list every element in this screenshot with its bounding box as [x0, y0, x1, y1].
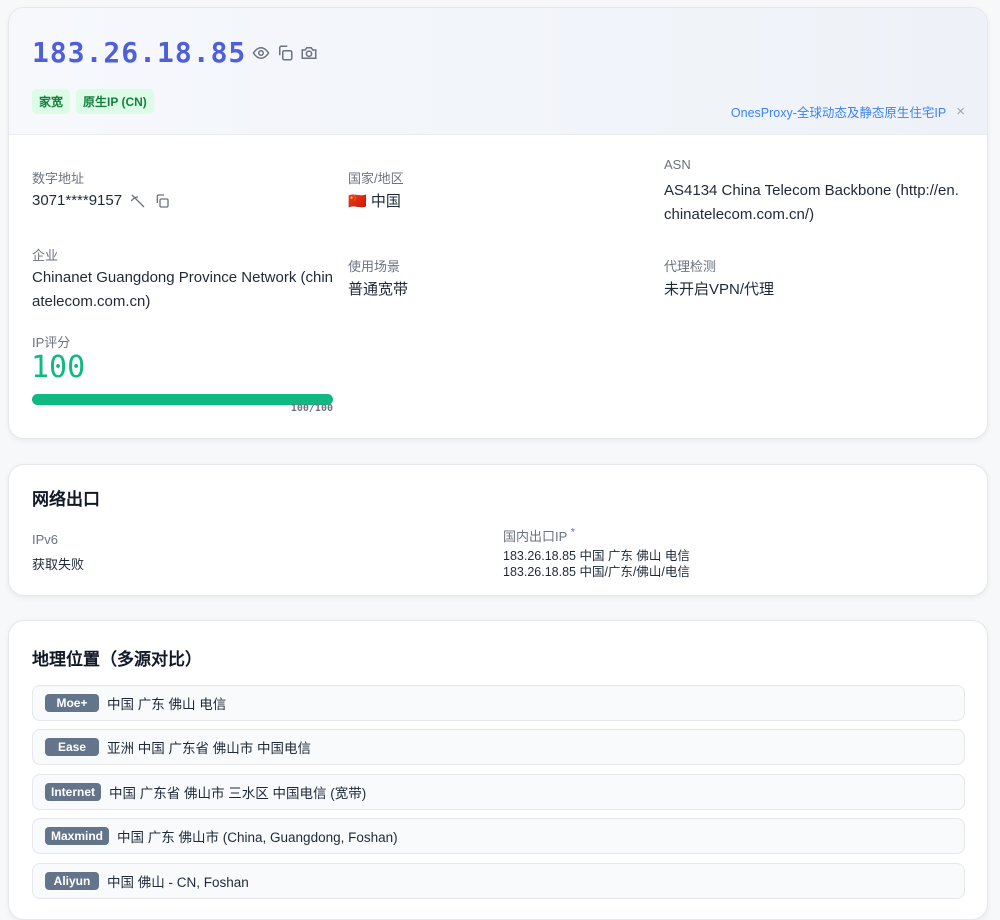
score-bar-fill	[32, 394, 333, 405]
tag-native-ip: 原生IP (CN)	[76, 89, 154, 114]
network-exit-card: 网络出口 IPv6 获取失败 国内出口IP * 183.26.18.85 中国 …	[8, 464, 988, 596]
org-label: 企业	[32, 248, 59, 263]
geo-row: Moe+ 中国 广东 佛山 电信	[32, 685, 965, 721]
score-bar	[32, 394, 333, 405]
score-value: 100	[31, 350, 86, 385]
numeric-value: 3071****9157	[32, 192, 123, 209]
usage-value: 普通宽带	[348, 281, 409, 298]
source-badge: Moe+	[45, 694, 99, 712]
source-badge: Internet	[45, 783, 102, 801]
camera-icon[interactable]	[300, 44, 318, 62]
score-label: IP评分	[32, 335, 71, 350]
info-mark: *	[570, 526, 575, 539]
ipv6-value: 获取失败	[32, 557, 85, 572]
geo-row: Maxmind 中国 广东 佛山市 (China, Guangdong, Fosh…	[32, 818, 965, 854]
geo-row: Ease 亚洲 中国 广东省 佛山市 中国电信	[32, 729, 965, 765]
numeric-label: 数字地址	[32, 171, 85, 186]
geo-row: Internet 中国 广东省 佛山市 三水区 中国电信 (宽带)	[32, 774, 965, 810]
asn-label: ASN	[664, 157, 691, 172]
org-value: Chinanet Guangdong Province Network (chi…	[32, 269, 334, 310]
geo-value: 中国 佛山 - CN, Foshan	[107, 875, 249, 890]
ip-address: 183.26.18.85	[32, 36, 247, 69]
domestic-ip-line: 183.26.18.85 中国 广东 佛山 电信	[503, 549, 690, 563]
score-text: 100/100	[290, 403, 333, 414]
ip-header	[9, 8, 987, 135]
domestic-label: 国内出口IP	[503, 529, 568, 544]
proxy-value: 未开启VPN/代理	[664, 281, 775, 298]
eye-icon[interactable]	[252, 44, 270, 62]
geo-value: 亚洲 中国 广东省 佛山市 中国电信	[107, 741, 312, 756]
domestic-ip-line: 183.26.18.85 中国/广东/佛山/电信	[503, 565, 690, 579]
geo-value: 中国 广东 佛山 电信	[107, 697, 227, 712]
copy-icon[interactable]	[154, 192, 170, 210]
geo-row: Aliyun 中国 佛山 - CN, Foshan	[32, 863, 965, 899]
ip-info-card: 183.26.18.85 家宽 原生IP (CN) OnesProxy-全球动态及…	[8, 7, 988, 439]
source-badge: Aliyun	[45, 872, 99, 890]
source-badge: Ease	[45, 738, 99, 756]
geo-value: 中国 广东省 佛山市 三水区 中国电信 (宽带)	[109, 786, 367, 801]
country-value: 中国	[370, 193, 401, 210]
network-title: 网络出口	[32, 490, 100, 509]
geo-title: 地理位置（多源对比）	[32, 650, 202, 669]
country-label: 国家/地区	[348, 171, 404, 186]
asn-value: AS4134 China Telecom Backbone (http://en…	[664, 182, 959, 223]
china-flag-icon: 🇨🇳	[348, 193, 367, 210]
proxy-label: 代理检测	[664, 259, 717, 274]
geo-card: 地理位置（多源对比） Moe+ 中国 广东 佛山 电信 Ease 亚洲 中国 广东省…	[8, 620, 988, 920]
eye-off-icon[interactable]	[130, 192, 146, 210]
usage-label: 使用场景	[348, 259, 401, 274]
close-icon[interactable]: ×	[956, 103, 965, 120]
geo-value: 中国 广东 佛山市 (China, Guangdong, Foshan)	[117, 830, 398, 845]
ipv6-label: IPv6	[32, 532, 59, 547]
source-badge: Maxmind	[45, 827, 110, 845]
ad-link[interactable]: OnesProxy-全球动态及静态原生住宅IP	[730, 106, 947, 120]
tag-broadband: 家宽	[32, 89, 71, 114]
copy-icon[interactable]	[276, 44, 294, 62]
